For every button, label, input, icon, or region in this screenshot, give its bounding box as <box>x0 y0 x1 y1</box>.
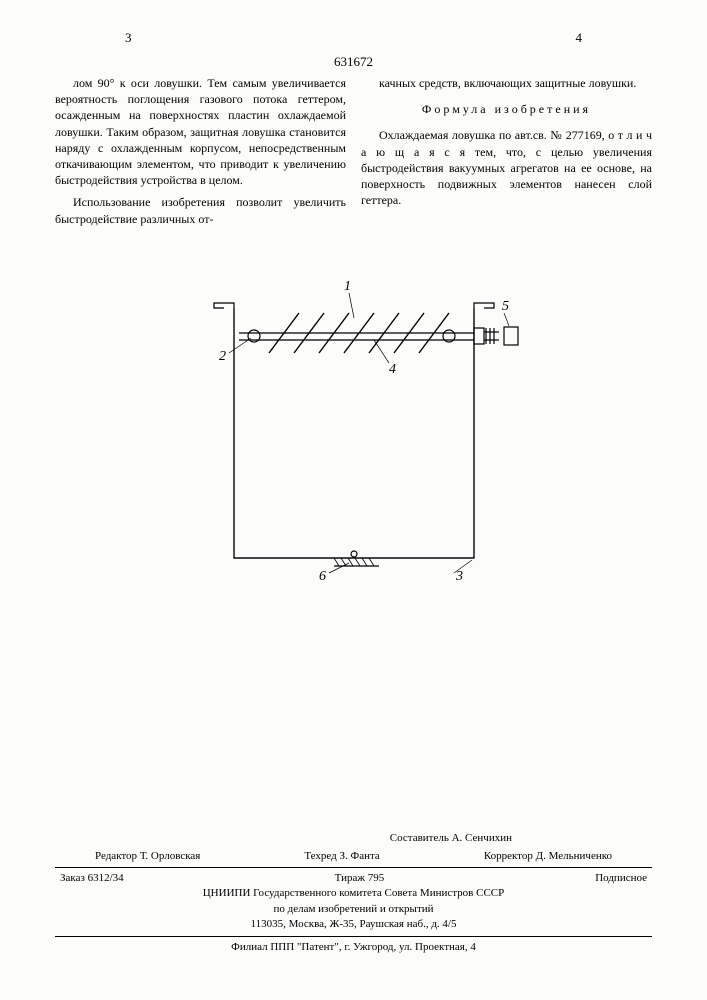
bottom-pivot <box>351 551 357 557</box>
formula-title: Формула изобретения <box>361 101 652 117</box>
compiler-name: А. Сенчихин <box>452 832 512 844</box>
circulation-value: 795 <box>368 872 385 884</box>
left-column: лом 90° к оси ловушки. Тем самым увеличи… <box>55 75 346 233</box>
right-column: качных средств, включающих защитные лову… <box>361 75 652 233</box>
left-paragraph-1: лом 90° к оси ловушки. Тем самым увеличи… <box>55 75 346 188</box>
order-label: Заказ <box>60 872 85 884</box>
leader-6 <box>329 563 349 573</box>
corrector-name: Д. Мельниченко <box>536 850 612 862</box>
leader-4 <box>374 340 389 363</box>
patent-page: 3 4 631672 лом 90° к оси ловушки. Тем са… <box>0 0 707 1000</box>
document-number: 631672 <box>55 54 652 70</box>
tech-name: З. Фанта <box>340 850 380 862</box>
figure-label-1: 1 <box>344 279 351 294</box>
trap-diagram: 1 2 3 4 5 6 <box>174 258 534 588</box>
text-columns: лом 90° к оси ловушки. Тем самым увеличи… <box>55 75 652 233</box>
filial-line: Филиал ППП "Патент", г. Ужгород, ул. Про… <box>55 940 652 955</box>
circulation-block: Тираж 795 <box>335 871 385 886</box>
credits-row: Редактор Т. Орловская Техред З. Фанта Ко… <box>55 849 652 868</box>
footer: Составитель А. Сенчихин Редактор Т. Орло… <box>55 831 652 955</box>
bottom-hatch <box>334 558 374 566</box>
order-block: Заказ 6312/34 <box>60 871 124 886</box>
leader-5 <box>504 313 509 326</box>
subscription-text: Подписное <box>595 871 647 886</box>
tech-block: Техред З. Фанта <box>304 849 379 864</box>
leader-1 <box>349 293 354 318</box>
compiler-label: Составитель <box>390 832 449 844</box>
right-paragraph-1: качных средств, включающих защитные лову… <box>361 75 652 91</box>
figure-label-5: 5 <box>502 299 509 314</box>
drive-coupling <box>474 327 518 345</box>
page-number-left: 3 <box>125 30 132 46</box>
figure-label-3: 3 <box>455 569 463 584</box>
org-line-1: ЦНИИПИ Государственного комитета Совета … <box>55 886 652 901</box>
footer-divider <box>55 936 652 937</box>
figure-label-4: 4 <box>389 362 396 377</box>
header-row: 3 4 <box>55 30 652 46</box>
compiler-row: Составитель А. Сенчихин <box>55 831 652 846</box>
order-value: 6312/34 <box>88 872 124 884</box>
address-line: 113035, Москва, Ж-35, Раушская наб., д. … <box>55 917 652 932</box>
figure-container: 1 2 3 4 5 6 <box>55 258 652 608</box>
figure-label-6: 6 <box>319 569 326 584</box>
corrector-label: Корректор <box>484 850 533 862</box>
left-paragraph-2: Использование изобретения позволит увели… <box>55 194 346 226</box>
editor-name: Т. Орловская <box>140 850 201 862</box>
order-row: Заказ 6312/34 Тираж 795 Подписное <box>55 871 652 886</box>
corrector-block: Корректор Д. Мельниченко <box>484 849 612 864</box>
circulation-label: Тираж <box>335 872 365 884</box>
figure-label-2: 2 <box>219 349 226 364</box>
editor-block: Редактор Т. Орловская <box>95 849 200 864</box>
org-line-2: по делам изобретений и открытий <box>55 902 652 917</box>
right-paragraph-2: Охлаждаемая ловушка по авт.св. № 277169,… <box>361 127 652 208</box>
editor-label: Редактор <box>95 850 137 862</box>
page-number-right: 4 <box>576 30 583 46</box>
tech-label: Техред <box>304 850 336 862</box>
